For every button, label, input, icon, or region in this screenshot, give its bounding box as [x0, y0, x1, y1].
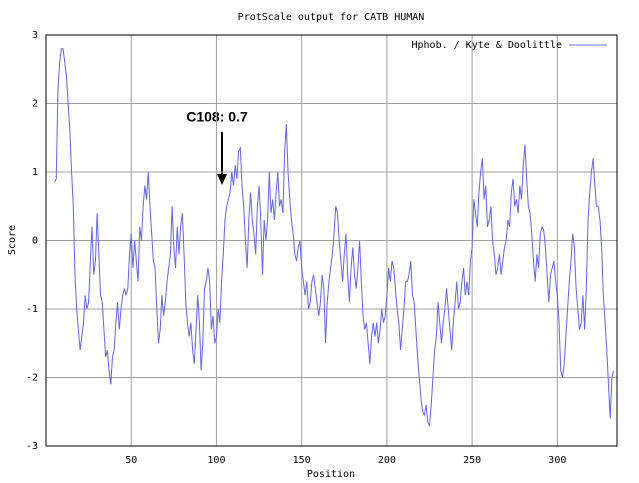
legend-label: Hphob. / Kyte & Doolittle [411, 40, 562, 51]
y-tick-label: 3 [32, 30, 38, 41]
x-axis-label: Position [307, 469, 355, 480]
y-tick-label: 1 [32, 167, 38, 178]
x-tick-label: 100 [207, 455, 225, 466]
y-tick-label: -2 [26, 373, 38, 384]
x-tick-label: 250 [463, 455, 481, 466]
x-tick-label: 150 [293, 455, 311, 466]
plot-frame [45, 34, 618, 447]
y-tick-label: 0 [32, 236, 38, 247]
y-tick-label: -1 [26, 304, 38, 315]
arrow-head [217, 174, 227, 185]
annotation: C108: 0.7 [186, 109, 248, 125]
y-axis-label: Score [7, 225, 18, 255]
y-tick-label: 2 [32, 99, 38, 110]
y-tick-label: -3 [26, 441, 38, 452]
x-tick-label: 50 [125, 455, 137, 466]
x-tick-label: 300 [548, 455, 566, 466]
x-tick-label: 200 [378, 455, 396, 466]
data-line [54, 48, 615, 428]
chart-title: ProtScale output for CATB HUMAN [238, 12, 425, 23]
annotation-arrow [217, 132, 227, 185]
